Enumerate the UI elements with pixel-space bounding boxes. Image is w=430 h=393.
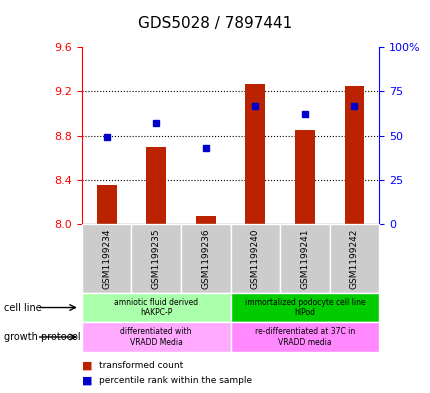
Text: amniotic fluid derived
hAKPC-P: amniotic fluid derived hAKPC-P <box>114 298 198 317</box>
Bar <box>245 84 264 224</box>
Text: differentiated with
VRADD Media: differentiated with VRADD Media <box>120 327 191 347</box>
Text: immortalized podocyte cell line
hIPod: immortalized podocyte cell line hIPod <box>244 298 364 317</box>
Text: ■: ■ <box>82 360 92 371</box>
Text: GSM1199240: GSM1199240 <box>250 228 259 288</box>
Text: GSM1199236: GSM1199236 <box>201 228 210 289</box>
Text: GSM1199235: GSM1199235 <box>151 228 160 289</box>
Text: GSM1199241: GSM1199241 <box>300 228 309 288</box>
Text: growth protocol: growth protocol <box>4 332 81 342</box>
Text: re-differentiated at 37C in
VRADD media: re-differentiated at 37C in VRADD media <box>254 327 354 347</box>
Bar <box>344 86 364 224</box>
Text: percentile rank within the sample: percentile rank within the sample <box>99 376 252 385</box>
Text: GSM1199234: GSM1199234 <box>102 228 111 288</box>
Text: cell line: cell line <box>4 303 42 312</box>
Bar <box>96 185 116 224</box>
Bar <box>294 130 314 224</box>
Text: GSM1199242: GSM1199242 <box>349 228 358 288</box>
Bar <box>195 216 215 224</box>
Text: GDS5028 / 7897441: GDS5028 / 7897441 <box>138 16 292 31</box>
Text: transformed count: transformed count <box>99 361 183 370</box>
Text: ■: ■ <box>82 375 92 386</box>
Bar <box>146 147 166 224</box>
